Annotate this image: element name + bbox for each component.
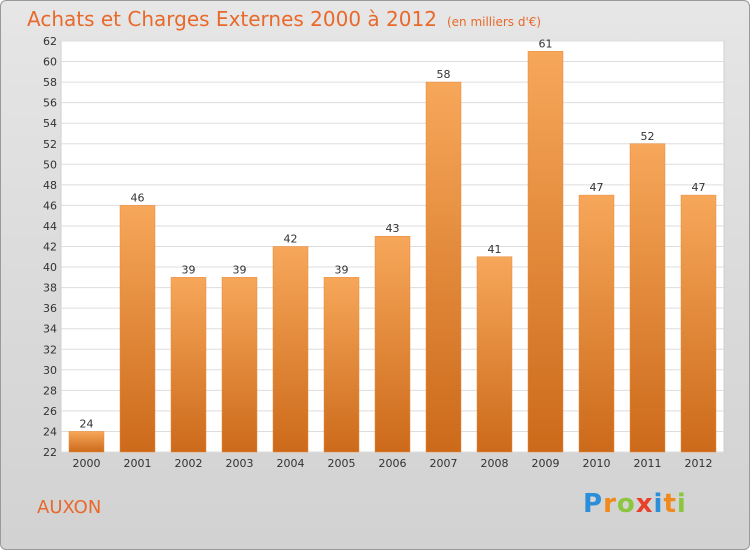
y-axis: 22 24 26 28 30 32 34 36 38 40 42 44 46 48 50 52 54 56 58 60… [43,35,57,459]
y-tick-label: 26 [43,405,57,418]
value-label-2011: 52 [641,130,655,143]
bar-2004 [272,246,309,453]
y-tick-label: 40 [43,261,57,274]
x-tick-label: 2002 [175,457,203,470]
x-tick-label: 2010 [583,457,611,470]
y-tick-label: 36 [43,302,57,315]
y-tick-label: 28 [43,384,57,397]
y-tick-label: 44 [43,220,57,233]
y-tick-label: 52 [43,138,57,151]
x-tick-label: 2000 [73,457,101,470]
y-tick-label: 58 [43,76,57,89]
y-tick-label: 56 [43,97,57,110]
x-tick-label: 2003 [226,457,254,470]
bar-2001 [119,205,156,453]
value-label-2009: 61 [539,37,553,50]
value-label-2010: 47 [590,181,604,194]
y-tick-label: 46 [43,199,57,212]
x-tick-label: 2011 [634,457,662,470]
bar-2010 [578,194,615,453]
value-label-2008: 41 [488,243,502,256]
x-axis: 2000 2001 2002 2003 2004 2005 2006 2007 2008 2009… [73,457,713,470]
y-tick-label: 32 [43,343,57,356]
value-label-2012: 47 [692,181,706,194]
x-tick-label: 2007 [430,457,458,470]
bar-2002 [170,277,207,453]
value-label-2003: 39 [233,263,247,276]
y-tick-label: 24 [43,425,57,438]
y-tick-label: 30 [43,364,57,377]
value-label-2002: 39 [182,263,196,276]
bars: 24 46 39 39 42 39 43 58 41 61 47 52 47 [68,37,717,453]
logo-letter: P [583,489,604,519]
x-tick-label: 2006 [379,457,407,470]
bar-2011 [629,143,666,453]
bar-2006 [374,235,411,453]
x-tick-label: 2008 [481,457,509,470]
value-label-2004: 42 [284,233,298,246]
bar-2012 [680,194,717,453]
bar-2008 [476,256,513,453]
y-tick-label: 62 [43,35,57,48]
logo-letter: r [603,489,617,519]
value-label-2007: 58 [437,68,451,81]
x-tick-label: 2005 [328,457,356,470]
x-tick-label: 2001 [124,457,152,470]
bar-2007 [425,81,462,453]
commune-name: AUXON [37,497,102,518]
bar-2000 [68,431,105,453]
bar-2003 [221,277,258,453]
chart-title: Achats et Charges Externes 2000 à 2012 (e… [27,7,542,31]
logo-letter: x [635,489,654,519]
logo-letter: i [653,489,664,519]
bar-2009 [527,51,564,453]
x-tick-label: 2012 [685,457,713,470]
y-tick-label: 42 [43,241,57,254]
proxiti-logo: Proxiti [583,489,687,519]
y-tick-label: 48 [43,179,57,192]
y-tick-label: 50 [43,158,57,171]
value-label-2000: 24 [80,417,94,430]
value-label-2006: 43 [386,222,400,235]
bar-2005 [323,277,360,453]
y-tick-label: 34 [43,323,57,336]
x-tick-label: 2004 [277,457,305,470]
chart-subtitle: (en milliers d'€) [446,15,542,29]
logo-letter: i [676,489,687,519]
y-tick-label: 22 [43,446,57,459]
y-tick-label: 54 [43,117,57,130]
x-tick-label: 2009 [532,457,560,470]
logo-letter: t [663,489,677,519]
y-tick-label: 60 [43,56,57,69]
y-tick-label: 38 [43,282,57,295]
logo-letter: o [616,489,636,519]
value-label-2001: 46 [131,191,145,204]
value-label-2005: 39 [335,263,349,276]
